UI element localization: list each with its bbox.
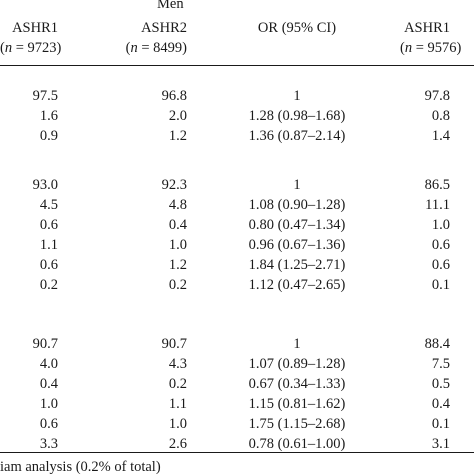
- header-rule: [0, 65, 474, 66]
- col-header-or: OR (95% CI): [257, 20, 337, 36]
- cell-ashr1-women: 0.4: [431, 396, 450, 412]
- cell-ashr2: 0.2: [168, 376, 187, 392]
- cell-or: 1.36 (0.87–2.14): [248, 128, 346, 144]
- col-header-n-ashr2: (n = 8499): [125, 40, 187, 56]
- cell-ashr1: 93.0: [32, 177, 58, 193]
- cell-ashr1-women: 7.5: [431, 356, 450, 372]
- cell-ashr2: 92.3: [161, 177, 187, 193]
- cell-ashr1: 0.4: [39, 376, 58, 392]
- cell-ashr1-women: 1.0: [431, 217, 450, 233]
- col-header-n-ashr1: (n = 9723): [0, 40, 62, 56]
- cell-ashr1: 0.9: [39, 128, 58, 144]
- cell-ashr1: 1.0: [39, 396, 58, 412]
- cell-ashr1: 90.7: [32, 336, 58, 352]
- cell-or: 1.28 (0.98–1.68): [248, 108, 346, 124]
- cell-or: 1.15 (0.81–1.62): [248, 396, 346, 412]
- cell-ashr1-women: 0.5: [431, 376, 450, 392]
- cell-ashr1: 0.6: [39, 217, 58, 233]
- cell-ashr1-women: 0.1: [431, 416, 450, 432]
- cell-ashr1: 3.3: [39, 436, 58, 452]
- cell-or: 1: [293, 177, 301, 193]
- cell-ashr2: 1.2: [168, 257, 187, 273]
- cell-or: 1.08 (0.90–1.28): [248, 197, 346, 213]
- cell-ashr2: 1.0: [168, 237, 187, 253]
- col-header-ashr1: ASHR1: [12, 20, 58, 36]
- cell-ashr1-women: 3.1: [431, 436, 450, 452]
- cell-ashr1: 1.6: [39, 108, 58, 124]
- cell-ashr2: 0.2: [168, 277, 187, 293]
- group-label-men: Men: [157, 0, 184, 12]
- cell-ashr1: 4.5: [39, 197, 58, 213]
- cell-ashr2: 2.0: [168, 108, 187, 124]
- cell-ashr1: 97.5: [32, 88, 58, 104]
- cell-or: 1.84 (1.25–2.71): [248, 257, 346, 273]
- footnote: iam analysis (0.2% of total): [0, 459, 161, 475]
- cell-ashr2: 1.2: [168, 128, 187, 144]
- cell-ashr2: 4.8: [168, 197, 187, 213]
- cell-or: 1.07 (0.89–1.28): [248, 356, 346, 372]
- cell-ashr1: 0.2: [39, 277, 58, 293]
- cell-or: 0.78 (0.61–1.00): [248, 436, 346, 452]
- cell-ashr2: 4.3: [168, 356, 187, 372]
- col-header-ashr1-women: ASHR1: [404, 20, 450, 36]
- cell-or: 0.67 (0.34–1.33): [248, 376, 346, 392]
- cell-or: 0.96 (0.67–1.36): [248, 237, 346, 253]
- cell-ashr1: 0.6: [39, 416, 58, 432]
- cell-or: 1: [293, 88, 301, 104]
- cell-ashr1-women: 0.8: [431, 108, 450, 124]
- cell-ashr2: 96.8: [161, 88, 187, 104]
- cell-or: 1: [293, 336, 301, 352]
- cell-ashr2: 0.4: [168, 217, 187, 233]
- cell-or: 0.80 (0.47–1.34): [248, 217, 346, 233]
- cell-ashr1: 1.1: [39, 237, 58, 253]
- bottom-rule: [0, 452, 474, 453]
- cell-ashr1-women: 0.1: [431, 277, 450, 293]
- cell-ashr2: 1.0: [168, 416, 187, 432]
- cell-or: 1.12 (0.47–2.65): [248, 277, 346, 293]
- cell-ashr1: 0.6: [39, 257, 58, 273]
- cell-ashr1-women: 1.4: [431, 128, 450, 144]
- cell-ashr2: 2.6: [168, 436, 187, 452]
- cell-ashr2: 90.7: [161, 336, 187, 352]
- cell-ashr1: 4.0: [39, 356, 58, 372]
- cell-ashr1-women: 0.6: [431, 237, 450, 253]
- cell-ashr2: 1.1: [168, 396, 187, 412]
- cell-ashr1-women: 11.1: [425, 197, 450, 213]
- cell-ashr1-women: 86.5: [424, 177, 450, 193]
- cell-ashr1-women: 0.6: [431, 257, 450, 273]
- cell-ashr1-women: 88.4: [424, 336, 450, 352]
- cell-or: 1.75 (1.15–2.68): [248, 416, 346, 432]
- col-header-ashr2: ASHR2: [141, 20, 187, 36]
- col-header-n-ashr1-women: (n = 9576): [400, 40, 462, 56]
- cell-ashr1-women: 97.8: [424, 88, 450, 104]
